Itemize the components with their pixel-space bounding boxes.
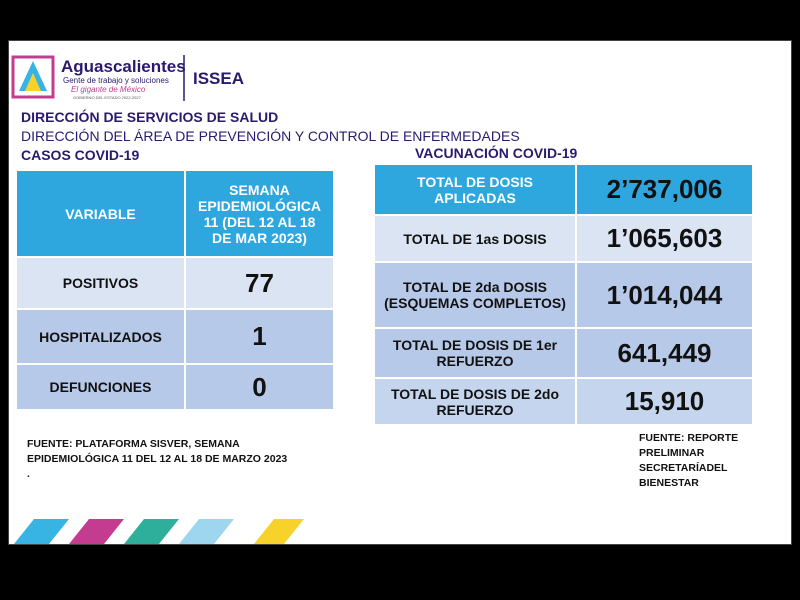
row-label: TOTAL DE 1as DOSIS <box>373 214 577 263</box>
stripe <box>254 519 304 544</box>
row-label: TOTAL DE DOSIS DE 1er REFUERZO <box>373 327 577 379</box>
section-title: VACUNACIÓN COVID-19 <box>415 145 578 161</box>
source: FUENTE: REPORTE PRELIMINAR SECRETARÍADEL… <box>639 432 739 489</box>
stripe <box>14 519 69 544</box>
stripe <box>69 519 124 544</box>
stripe <box>179 519 234 544</box>
vaccination-table: TOTAL DE DOSIS APLICADAS 2’737,006 TOTAL … <box>373 163 754 426</box>
source: FUENTE: PLATAFORMA SISVER, SEMANA EPIDEM… <box>27 438 288 465</box>
row-value: 15,910 <box>575 377 754 426</box>
row-label: TOTAL DE DOSIS DE 2do REFUERZO <box>373 377 577 426</box>
logo-title: Aguascalientes <box>61 57 186 76</box>
logo-mark <box>25 73 41 91</box>
row-label: TOTAL DE DOSIS APLICADAS <box>373 163 577 216</box>
header-cell: VARIABLE <box>15 169 186 258</box>
cases-table: VARIABLE SEMANA EPIDEMIOLÓGICA 11 (DEL 12… <box>15 169 335 411</box>
slide: Aguascalientes Gente de trabajo y soluci… <box>8 40 792 545</box>
decor <box>11 55 304 544</box>
row-value: 1 <box>184 308 335 365</box>
logo-tagline: Gente de trabajo y soluciones <box>63 76 169 85</box>
issea: ISSEA <box>193 69 245 88</box>
stripe <box>124 519 179 544</box>
heading: DIRECCIÓN DE SERVICIOS DE SALUD <box>21 109 279 125</box>
row-value: 77 <box>184 256 335 310</box>
row-label: DEFUNCIONES <box>15 363 186 411</box>
row-label: POSITIVOS <box>15 256 186 310</box>
row-value: 641,449 <box>575 327 754 379</box>
row-label: HOSPITALIZADOS <box>15 308 186 365</box>
row-value: 1’065,603 <box>575 214 754 263</box>
logo-slogan: El gigante de México <box>71 85 146 94</box>
section-title: CASOS COVID-19 <box>21 147 140 163</box>
logo-gov: GOBIERNO DEL ESTADO 2022-2027 <box>73 95 141 100</box>
row-value: 0 <box>184 363 335 411</box>
row-label: TOTAL DE 2da DOSIS (ESQUEMAS COMPLETOS) <box>373 261 577 329</box>
header-cell: SEMANA EPIDEMIOLÓGICA 11 (DEL 12 AL 18 D… <box>184 169 335 258</box>
dot: . <box>27 468 30 480</box>
row-value: 2’737,006 <box>575 163 754 216</box>
subheading: DIRECCIÓN DEL ÁREA DE PREVENCIÓN Y CONTR… <box>21 128 520 144</box>
row-value: 1’014,044 <box>575 261 754 329</box>
